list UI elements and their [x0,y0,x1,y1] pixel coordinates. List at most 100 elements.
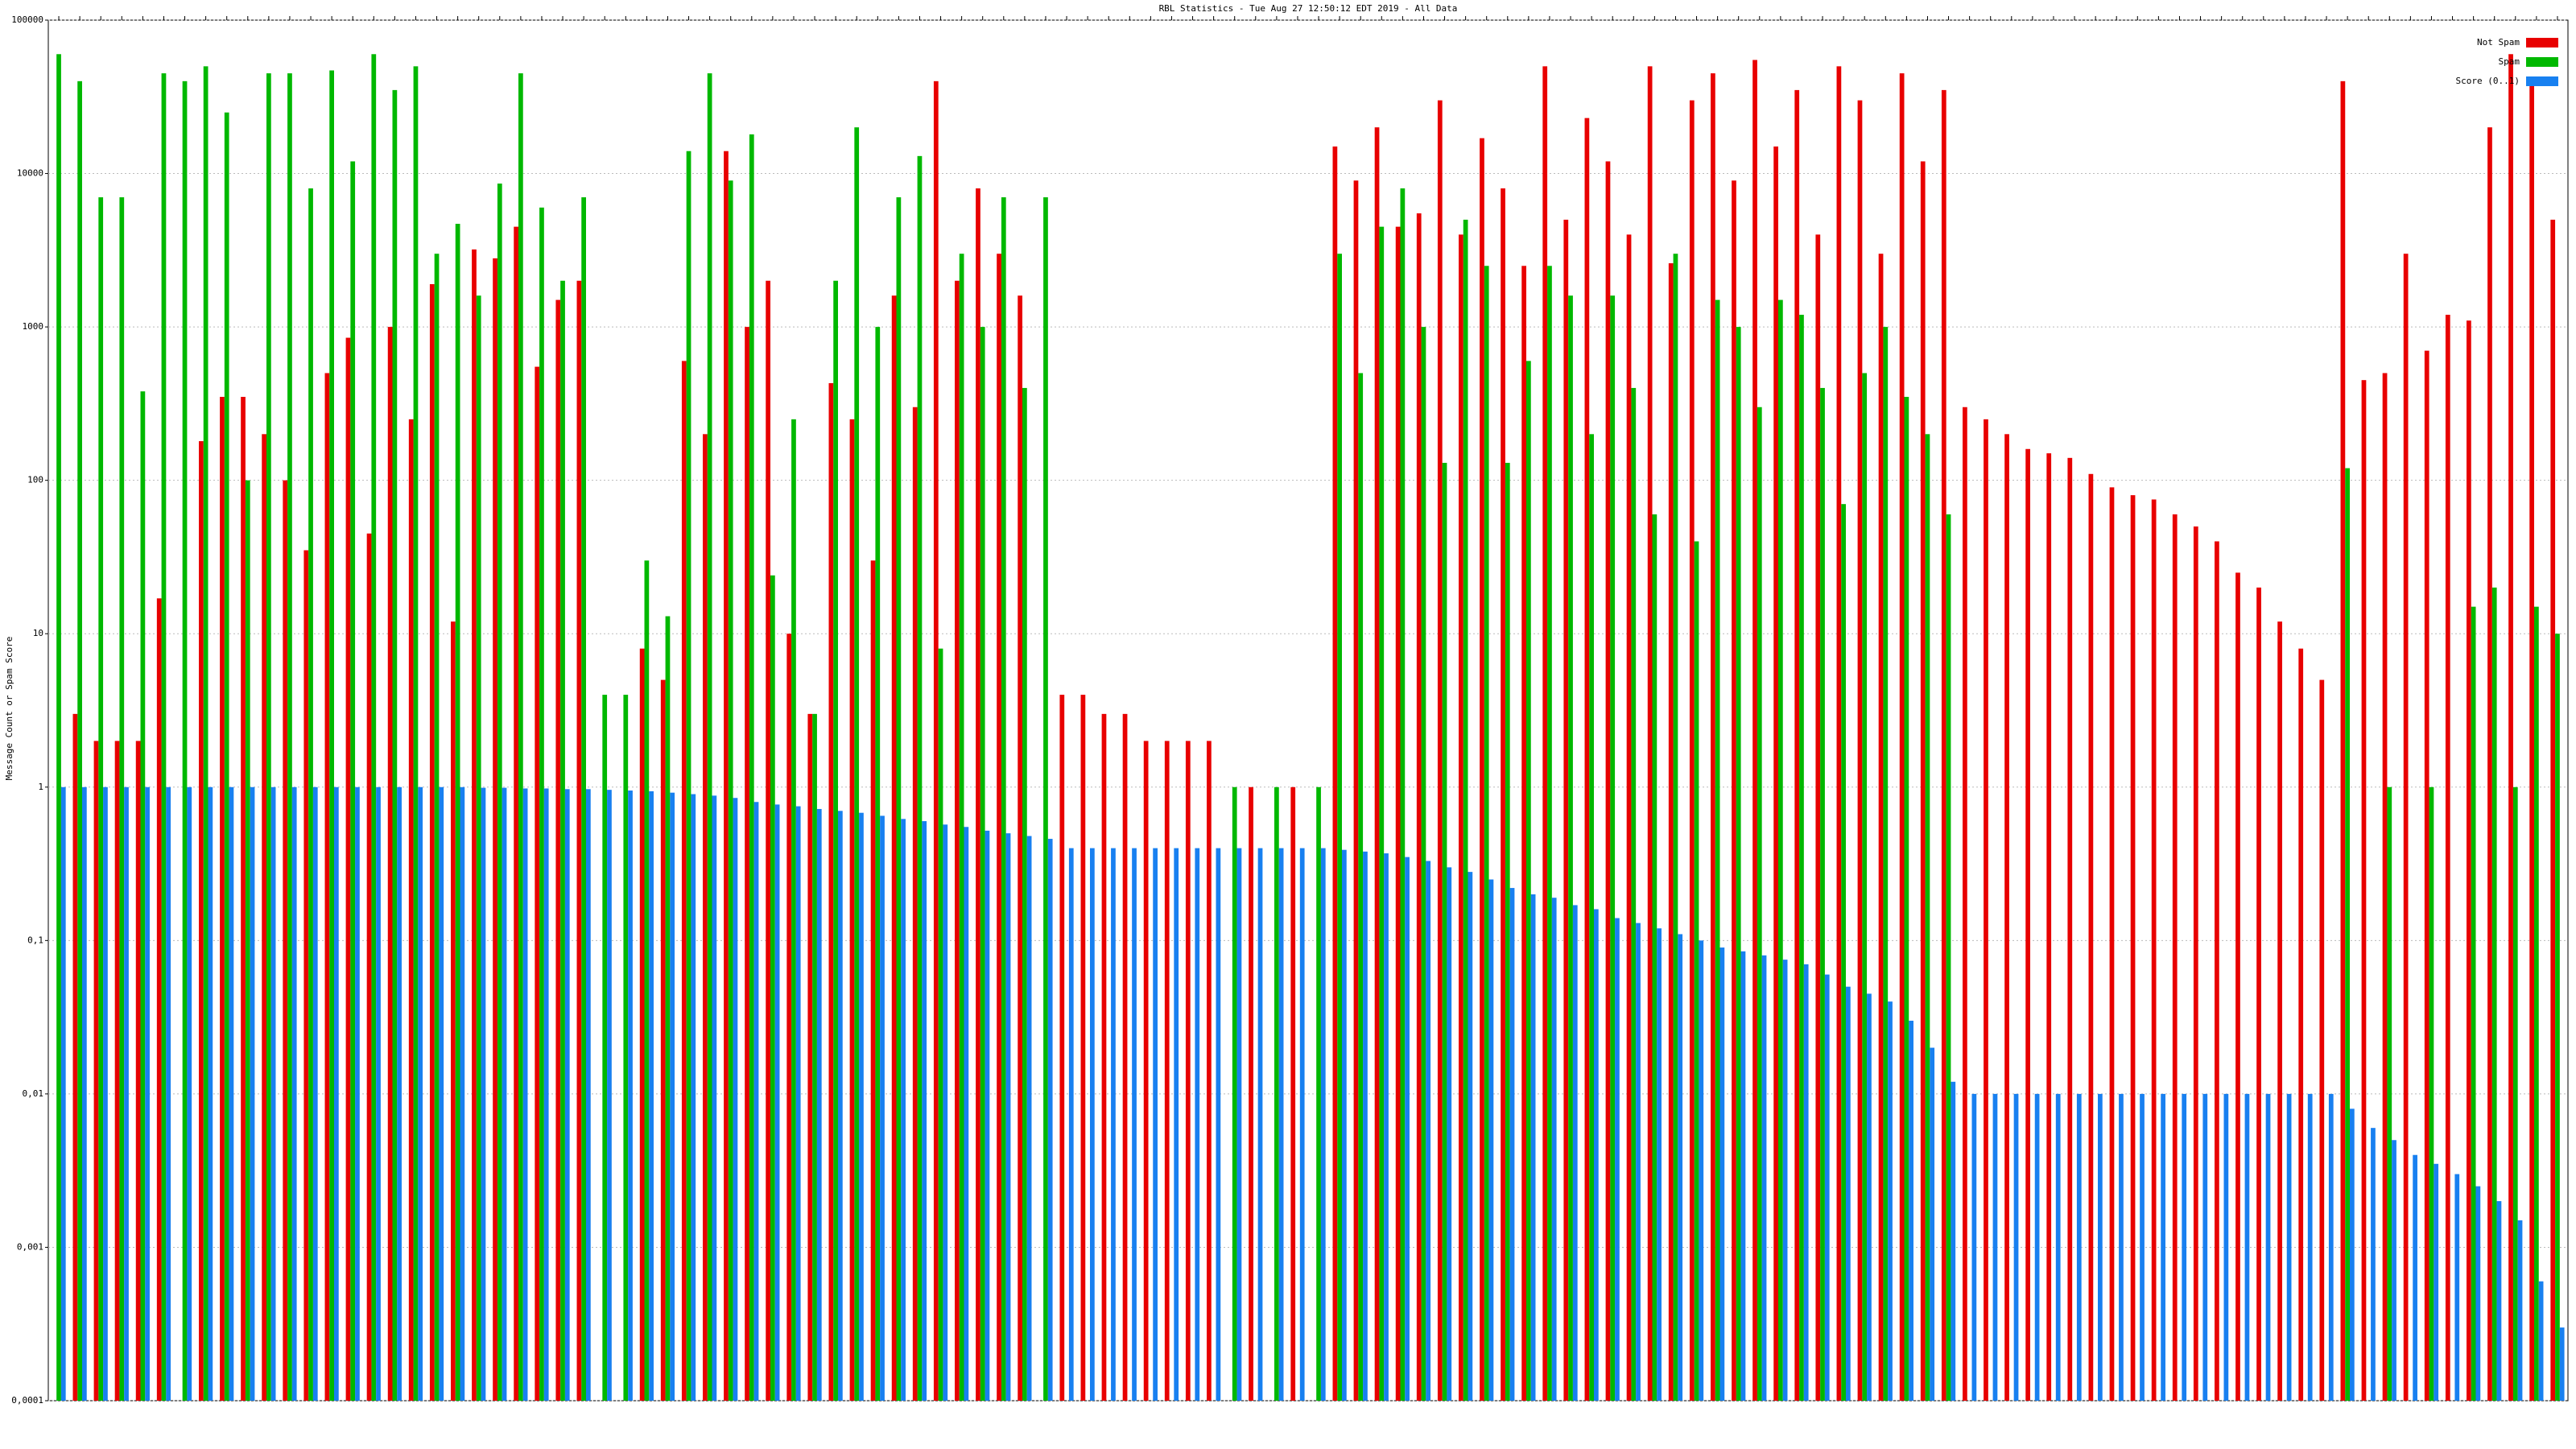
y-tick-label: 1 [38,782,43,792]
bar [1405,857,1410,1401]
bar [2403,254,2409,1401]
bar [1501,188,1505,1401]
bar [413,66,419,1402]
bar [262,434,267,1401]
bar [333,786,339,1401]
bar [1815,234,1821,1401]
bar [1437,100,1443,1401]
bar [1005,833,1011,1401]
bar [774,804,780,1401]
bar [245,480,250,1401]
bar [77,80,82,1401]
bar [2034,1093,2040,1401]
bar [1337,254,1342,1401]
bar [1678,934,1683,1401]
bar [2161,1093,2165,1401]
bar [1909,1020,1913,1401]
bar [1232,786,1237,1401]
y-tick-label: 0,01 [23,1088,44,1099]
bar [1803,964,1809,1401]
bar [849,419,855,1402]
bar [460,786,465,1401]
bar [2454,1174,2460,1401]
bar [1353,180,1359,1401]
bar [1925,434,1930,1401]
bar [891,295,897,1402]
bar [2475,1186,2481,1401]
bar [2256,587,2261,1401]
bar [1236,848,1242,1401]
bar [1257,848,1263,1401]
bar [1719,947,1725,1401]
bar [1459,234,1463,1401]
bar [585,789,591,1401]
bar [1941,89,1946,1401]
bar [1845,986,1851,1401]
bar [2046,453,2052,1401]
bar [135,741,141,1401]
bar [2434,1163,2439,1401]
bar [1447,867,1452,1401]
bar [1080,695,1086,1401]
bar [535,366,540,1402]
bar [140,391,146,1401]
bar [2182,1093,2187,1401]
y-tick-label: 100 [27,475,43,485]
bar [1984,419,1988,1402]
bar [976,188,980,1401]
bar [1568,295,1573,1402]
bar [1468,872,1473,1401]
bar [2202,1093,2208,1401]
bar [439,786,444,1401]
bar [1122,713,1128,1401]
y-tick-label: 1000 [23,321,44,332]
bar [1589,434,1594,1401]
bar [1164,741,1170,1401]
bar [1416,213,1422,1401]
legend-label: Score (0..1) [2456,76,2520,86]
bar [522,788,528,1401]
bar [1068,848,1074,1401]
bar [2004,434,2009,1401]
bar [1026,836,1032,1401]
bar [786,634,792,1401]
bar [1626,234,1632,1401]
bar [156,598,162,1401]
bar [959,254,964,1401]
bar [355,786,360,1401]
bar [1332,147,1338,1402]
bar [1992,1093,1998,1401]
bar [1484,266,1489,1401]
bar [639,648,645,1401]
bar [1740,951,1746,1401]
bar [329,70,334,1402]
bar [564,789,570,1401]
bar [724,151,729,1401]
bar [1379,226,1385,1402]
bar [854,127,860,1401]
bar [1542,66,1548,1402]
bar [1794,89,1800,1401]
bar [1920,161,1926,1401]
bar [2445,315,2450,1401]
bar [912,407,918,1402]
bar [660,679,666,1401]
bar [1773,147,1779,1402]
bar [2508,54,2513,1401]
bar [880,815,885,1401]
bar [2387,786,2392,1401]
bar [1022,387,1027,1401]
bar [2286,1093,2292,1401]
bar [1862,373,1868,1401]
bar [837,811,843,1401]
bar [1316,786,1321,1401]
bar [1963,407,1967,1402]
bar [1132,848,1137,1401]
bar [481,787,486,1401]
bar [366,533,372,1401]
bar [955,280,960,1401]
bar [1799,315,1804,1401]
bar [1358,373,1364,1401]
chart-title: RBL Statistics - Tue Aug 27 12:50:12 EDT… [1159,3,1458,14]
